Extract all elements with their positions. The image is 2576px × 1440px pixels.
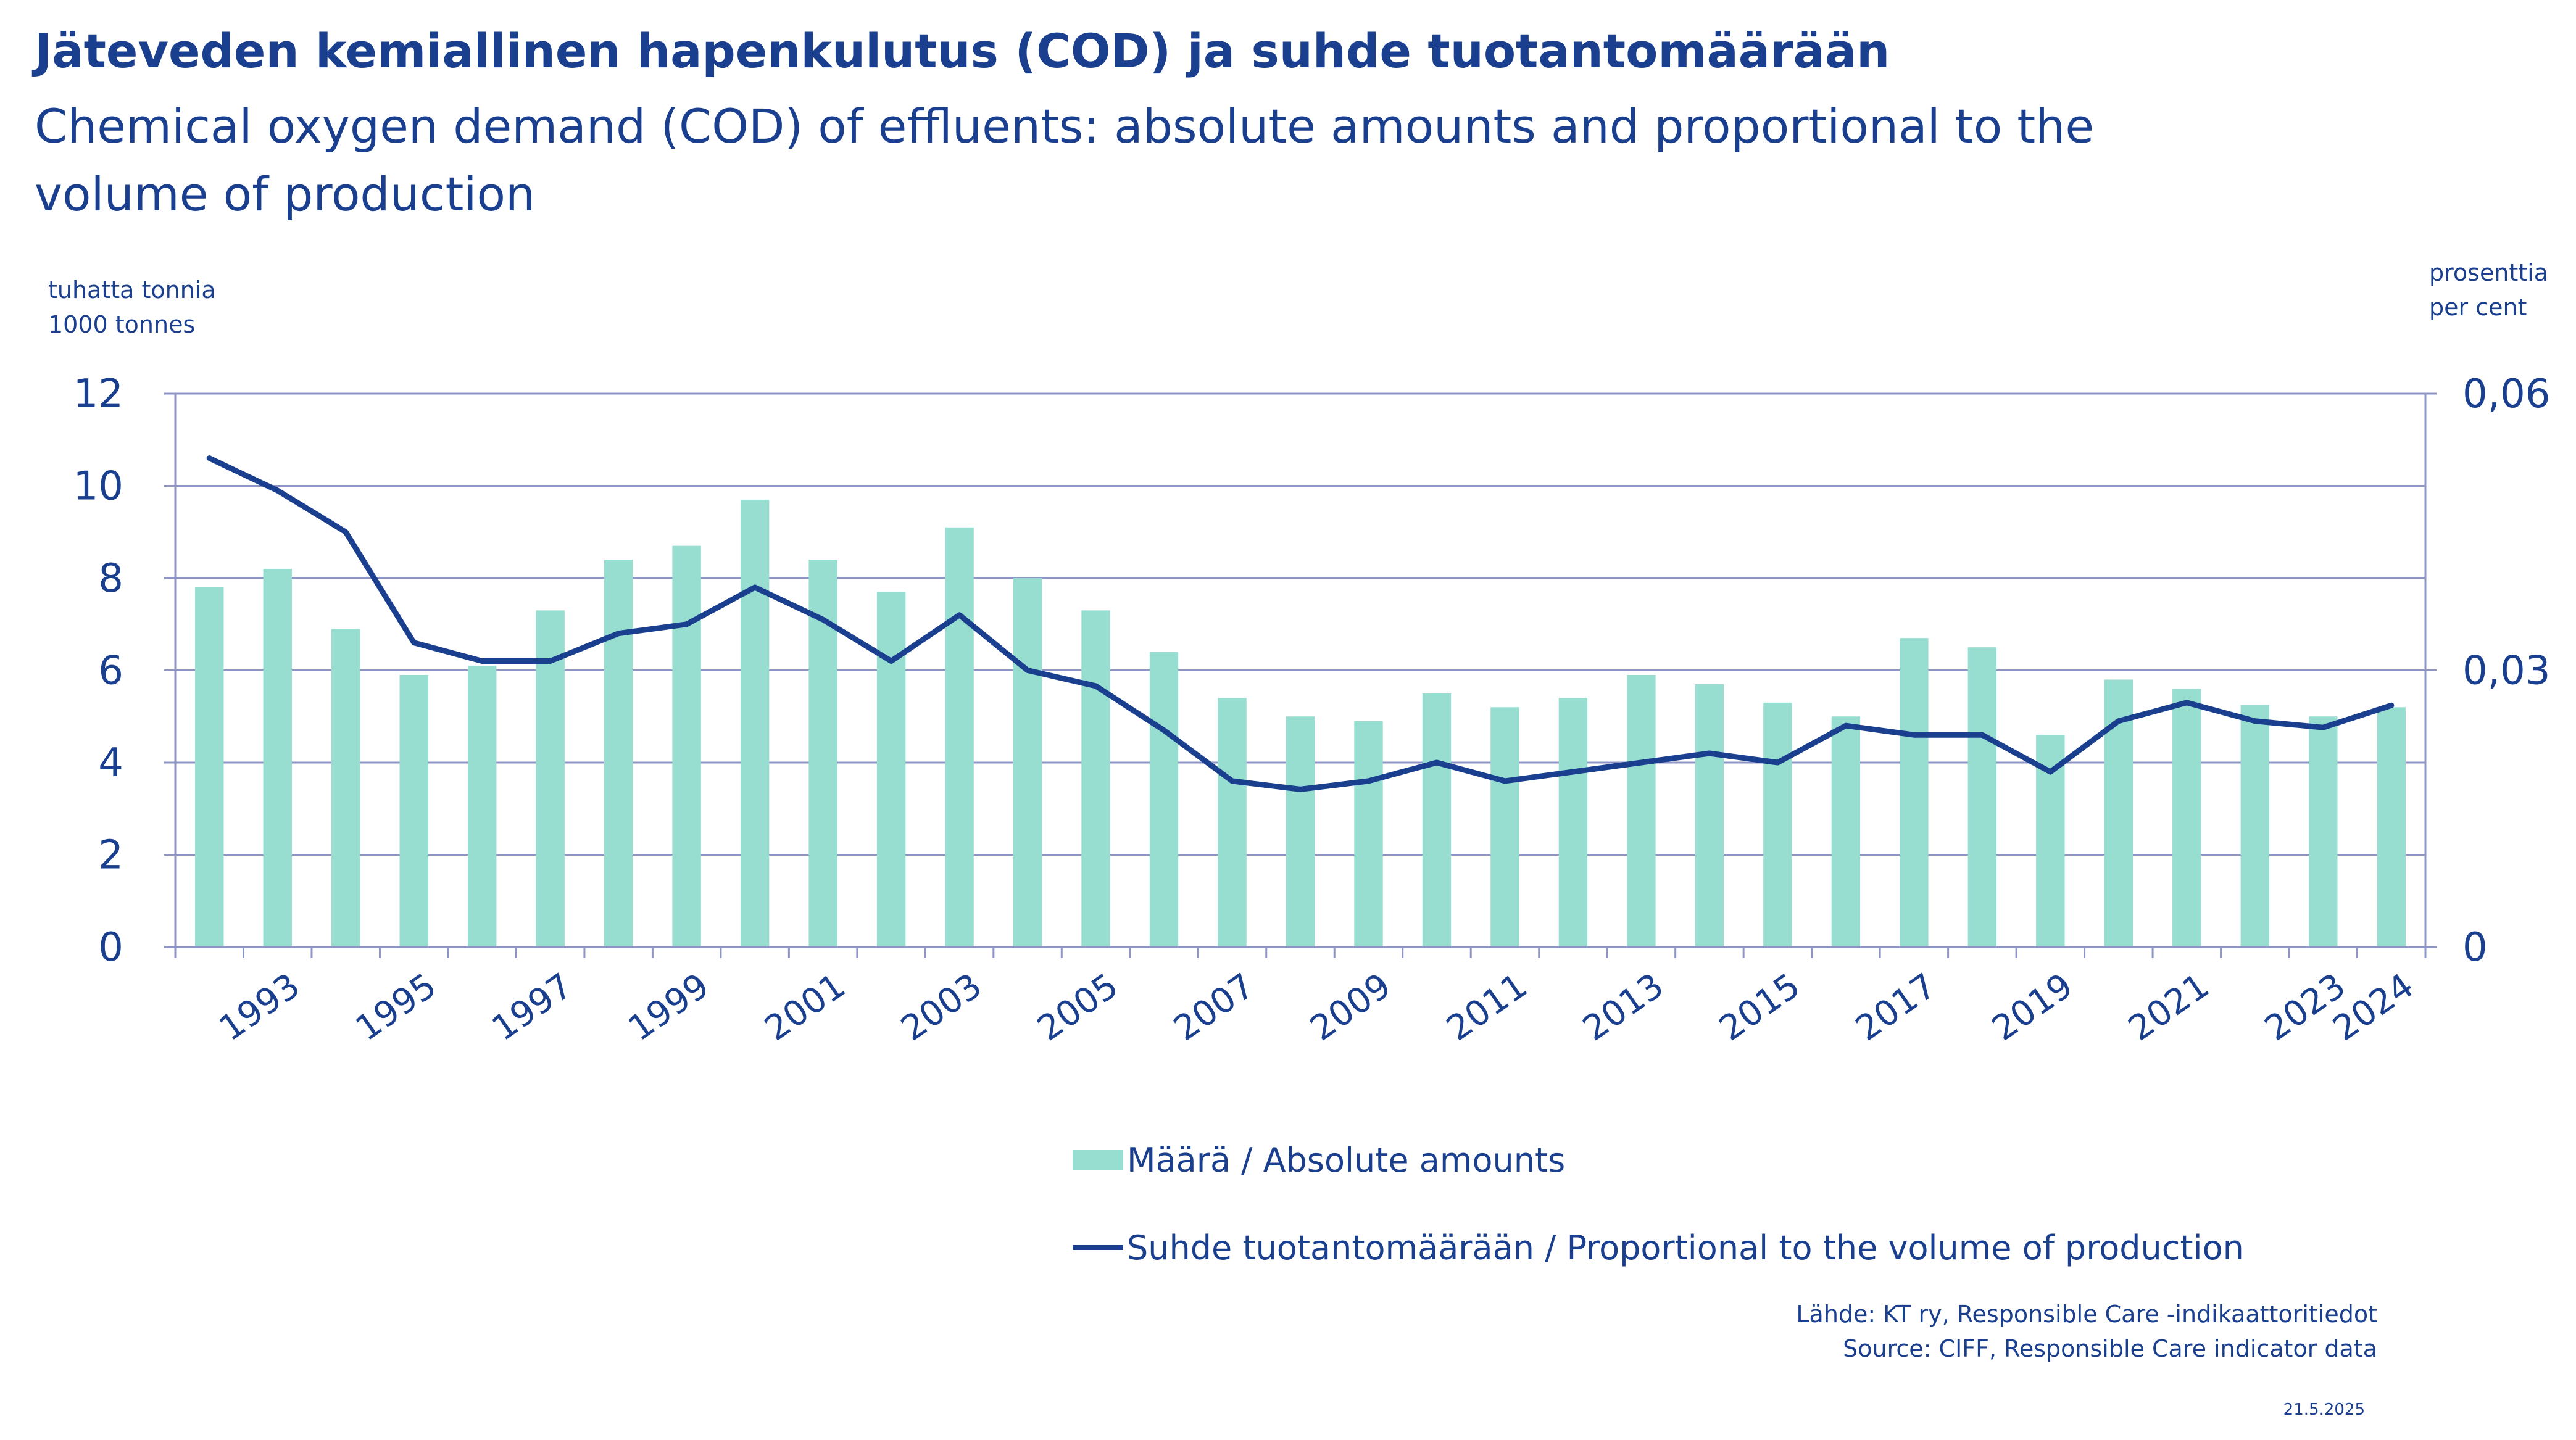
bar	[2309, 716, 2338, 947]
right-axis-unit-en: per cent	[2429, 294, 2527, 321]
bar	[1422, 693, 1452, 947]
bar	[467, 666, 497, 947]
left-axis-unit-fi: tuhatta tonnia	[48, 276, 216, 304]
legend-item-bars: Määrä / Absolute amounts	[1073, 1140, 1566, 1180]
bar	[195, 587, 224, 947]
legend-swatch-bar	[1073, 1150, 1123, 1170]
bar	[331, 629, 360, 947]
source-note: Lähde: KT ry, Responsible Care -indikaat…	[1796, 1297, 2377, 1366]
bar	[1149, 652, 1179, 947]
bar	[1558, 698, 1588, 947]
line-series	[206, 455, 2395, 792]
bar	[1695, 684, 1724, 947]
y-tick-label: 6	[98, 648, 123, 694]
bar	[263, 569, 292, 947]
left-axis-unit-en: 1000 tonnes	[48, 311, 196, 338]
y-tick-label: 0	[98, 925, 123, 970]
legend-swatch-line	[1073, 1245, 1123, 1250]
chart-title: Jäteveden kemiallinen hapenkulutus (COD)…	[35, 23, 1890, 78]
bar	[1900, 638, 1929, 947]
y2-tick-label: 0,06	[2462, 371, 2551, 417]
x-tick-label: 2003	[894, 966, 989, 1049]
x-tick-label: 2017	[1848, 966, 1943, 1049]
legend-label-line: Suhde tuotantomäärään / Proportional to …	[1127, 1228, 2244, 1267]
left-axis-unit: tuhatta tonnia 1000 tonnes	[48, 273, 216, 342]
x-tick-label: 2005	[1031, 966, 1126, 1049]
bar	[1627, 674, 1656, 947]
x-tick-label: 2011	[1439, 966, 1534, 1049]
y-tick-label: 2	[98, 833, 123, 879]
bar	[1490, 707, 1519, 947]
x-tick-label: 2009	[1303, 966, 1398, 1049]
x-tick-label: 1997	[485, 966, 580, 1049]
bar	[1967, 647, 1997, 947]
x-tick-label: 2015	[1712, 966, 1807, 1049]
x-tick-label: 1999	[621, 966, 717, 1049]
ratio-line	[206, 455, 2395, 792]
bar	[2377, 707, 2406, 947]
x-tick-label: 1993	[212, 966, 307, 1049]
y-tick-label: 8	[98, 556, 123, 602]
bar	[1286, 716, 1315, 947]
y-tick-label: 4	[98, 740, 123, 786]
bar	[945, 527, 974, 947]
bar	[1081, 610, 1110, 947]
axes	[164, 392, 2437, 958]
bar	[1831, 716, 1861, 947]
legend-item-line: Suhde tuotantomäärään / Proportional to …	[1073, 1228, 2244, 1267]
source-note-fi: Lähde: KT ry, Responsible Care -indikaat…	[1796, 1301, 2377, 1328]
right-axis-unit: prosenttia per cent	[2429, 255, 2548, 325]
bar	[2240, 705, 2269, 947]
y-tick-label: 10	[73, 464, 123, 510]
bar	[399, 674, 428, 947]
bar-series	[195, 499, 2406, 947]
bar	[1013, 578, 1042, 947]
x-tick-label: 2013	[1576, 966, 1671, 1049]
legend-label-bars: Määrä / Absolute amounts	[1127, 1140, 1566, 1180]
x-tick-label: 1995	[349, 966, 444, 1049]
bar	[604, 560, 633, 947]
publication-date: 21.5.2025	[2283, 1401, 2365, 1419]
bar	[740, 499, 770, 947]
x-tick-label: 2024	[2326, 966, 2421, 1049]
x-tick-label: 2019	[1985, 966, 2080, 1049]
y2-tick-label: 0,03	[2462, 648, 2551, 694]
bar	[1763, 702, 1792, 947]
bar	[876, 592, 906, 947]
bar	[536, 610, 565, 947]
x-tick-label: 2021	[2121, 966, 2216, 1049]
x-tick-label: 2001	[758, 966, 853, 1049]
source-note-en: Source: CIFF, Responsible Care indicator…	[1843, 1335, 2377, 1362]
y2-tick-label: 0	[2462, 925, 2488, 970]
y-tick-label: 12	[73, 371, 123, 417]
right-axis-unit-fi: prosenttia	[2429, 259, 2549, 286]
chart-subtitle: Chemical oxygen demand (COD) of effluent…	[35, 99, 2095, 221]
x-tick-label: 2007	[1167, 966, 1262, 1049]
bar	[1218, 698, 1247, 947]
bar	[1354, 721, 1383, 947]
bar	[2172, 689, 2201, 947]
bar	[672, 545, 701, 947]
